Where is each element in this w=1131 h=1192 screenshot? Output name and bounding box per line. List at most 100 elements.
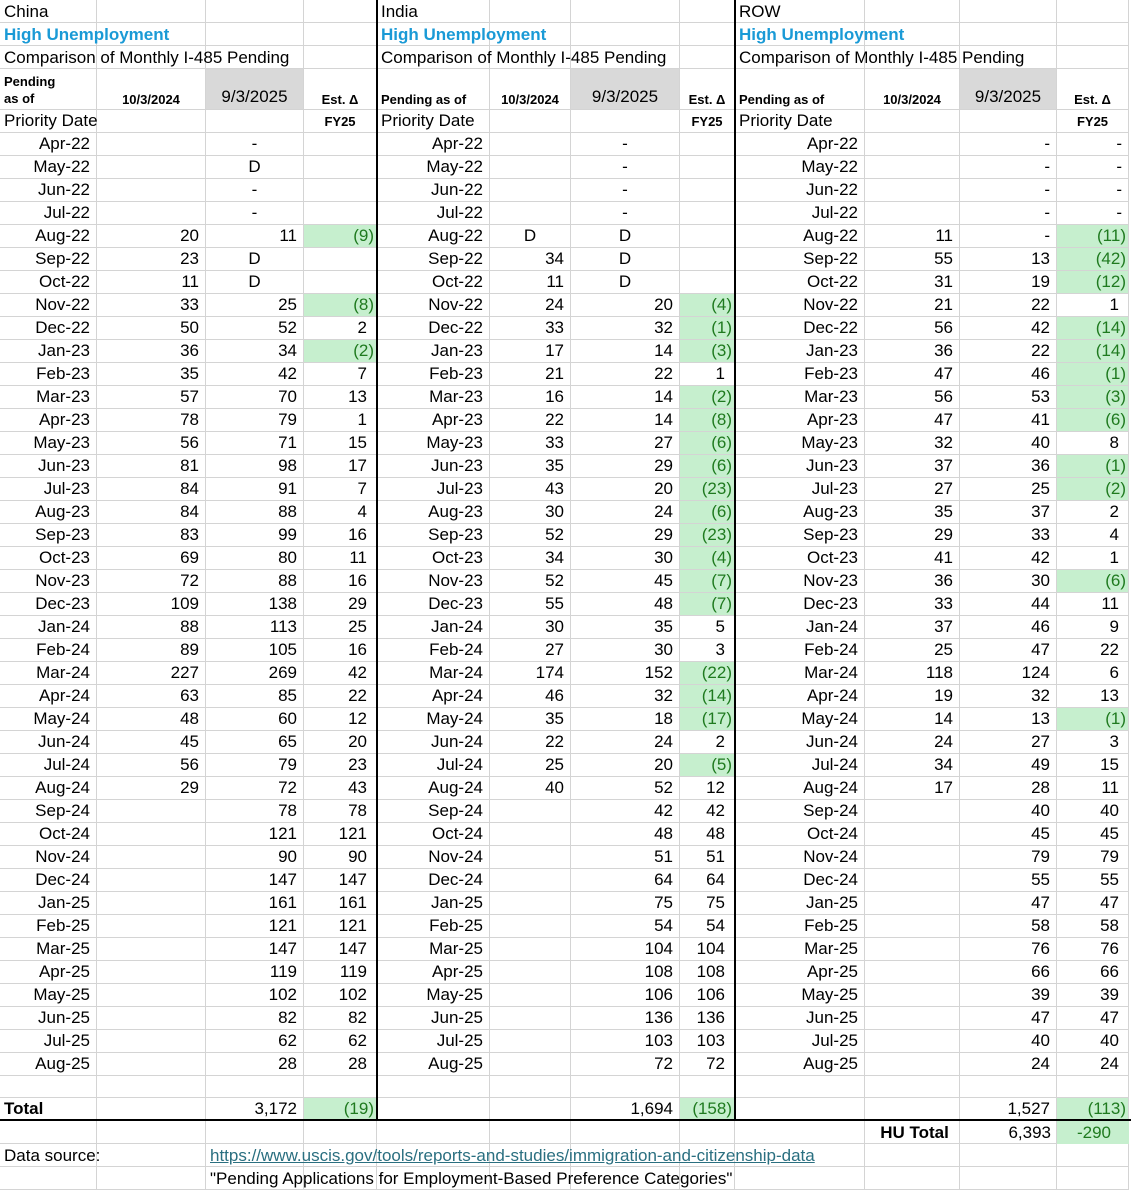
value-cell: (23) [680, 478, 735, 501]
value-cell: 79 [960, 846, 1057, 869]
grid-cell [377, 1076, 490, 1098]
value-cell: 152 [571, 662, 680, 685]
priority-date: Dec-22 [0, 317, 97, 340]
value-cell [680, 156, 735, 179]
grid-cell [865, 1098, 960, 1121]
value-cell: (42) [1057, 248, 1129, 271]
grid-cell [865, 23, 960, 46]
grid-cell [97, 1076, 206, 1098]
value-cell: 48 [97, 708, 206, 731]
value-cell: 33 [960, 524, 1057, 547]
priority-date: Nov-22 [377, 294, 490, 317]
value-cell: 161 [206, 892, 304, 915]
grid-cell [1057, 46, 1129, 69]
priority-date: Jul-24 [377, 754, 490, 777]
priority-date: Jun-25 [735, 1007, 865, 1030]
value-cell: 16 [304, 639, 377, 662]
priority-date: Dec-24 [377, 869, 490, 892]
priority-date: Feb-25 [377, 915, 490, 938]
value-cell: 58 [1057, 915, 1129, 938]
grid-cell [206, 1144, 304, 1167]
value-cell: 22 [1057, 639, 1129, 662]
value-cell [490, 133, 571, 156]
value-cell: 79 [206, 409, 304, 432]
value-cell: 20 [571, 294, 680, 317]
value-cell: 8 [1057, 432, 1129, 455]
value-cell [97, 869, 206, 892]
priority-date: Jul-22 [377, 202, 490, 225]
value-cell: 62 [304, 1030, 377, 1053]
value-cell: 7 [304, 478, 377, 501]
value-cell: 25 [960, 478, 1057, 501]
value-cell: 13 [1057, 685, 1129, 708]
value-cell: 23 [97, 248, 206, 271]
grid-cell [304, 1167, 377, 1190]
value-cell: (1) [1057, 363, 1129, 386]
value-cell: 113 [206, 616, 304, 639]
value-cell: 11 [206, 225, 304, 248]
total-value: 3,172 [206, 1098, 304, 1121]
value-cell: (6) [680, 455, 735, 478]
priority-date: Jul-25 [377, 1030, 490, 1053]
value-cell: 90 [206, 846, 304, 869]
value-cell: - [960, 133, 1057, 156]
value-cell: 42 [304, 662, 377, 685]
value-cell [865, 1007, 960, 1030]
priority-date: Feb-23 [735, 363, 865, 386]
priority-date: Oct-24 [377, 823, 490, 846]
value-cell: 58 [960, 915, 1057, 938]
priority-date: Dec-24 [735, 869, 865, 892]
grid-cell [377, 0, 490, 23]
grid-cell [97, 1167, 206, 1190]
value-cell: 35 [571, 616, 680, 639]
value-cell: 103 [571, 1030, 680, 1053]
value-cell: 13 [304, 386, 377, 409]
value-cell: 136 [571, 1007, 680, 1030]
value-cell: 108 [680, 961, 735, 984]
value-cell [490, 869, 571, 892]
hu-total-label: HU Total [880, 1122, 949, 1142]
value-cell: 91 [206, 478, 304, 501]
value-cell [97, 823, 206, 846]
priority-date: Mar-25 [377, 938, 490, 961]
value-cell: 227 [97, 662, 206, 685]
priority-date: Jun-25 [0, 1007, 97, 1030]
value-cell: - [1057, 156, 1129, 179]
grid-cell [735, 1144, 865, 1167]
value-cell: 35 [97, 363, 206, 386]
priority-date: Nov-24 [735, 846, 865, 869]
value-cell: 60 [206, 708, 304, 731]
value-cell: 105 [206, 639, 304, 662]
value-cell [490, 938, 571, 961]
value-cell [865, 800, 960, 823]
priority-date: Aug-24 [735, 777, 865, 800]
value-cell: - [1057, 133, 1129, 156]
value-cell: 32 [960, 685, 1057, 708]
value-cell: 47 [865, 363, 960, 386]
grid-cell [735, 23, 865, 46]
value-cell [865, 846, 960, 869]
value-cell [865, 984, 960, 1007]
value-cell: 24 [571, 731, 680, 754]
priority-date: Dec-22 [377, 317, 490, 340]
priority-date: May-25 [377, 984, 490, 1007]
priority-date: May-25 [0, 984, 97, 1007]
priority-date: Nov-22 [0, 294, 97, 317]
source-link[interactable]: https://www.uscis.gov/tools/reports-and-… [210, 1145, 815, 1165]
grid-cell [865, 0, 960, 23]
value-cell: 161 [304, 892, 377, 915]
value-cell: 147 [206, 938, 304, 961]
value-cell: 72 [97, 570, 206, 593]
header-date1: 10/3/2024 [490, 69, 571, 110]
priority-date: Jun-23 [735, 455, 865, 478]
value-cell: (14) [1057, 340, 1129, 363]
value-cell [304, 271, 377, 294]
priority-date: Apr-25 [735, 961, 865, 984]
value-cell [97, 961, 206, 984]
value-cell [304, 156, 377, 179]
header-priority: Priority Date [0, 110, 98, 133]
value-cell [680, 271, 735, 294]
value-cell: 30 [490, 501, 571, 524]
value-cell [490, 961, 571, 984]
value-cell: (7) [680, 570, 735, 593]
